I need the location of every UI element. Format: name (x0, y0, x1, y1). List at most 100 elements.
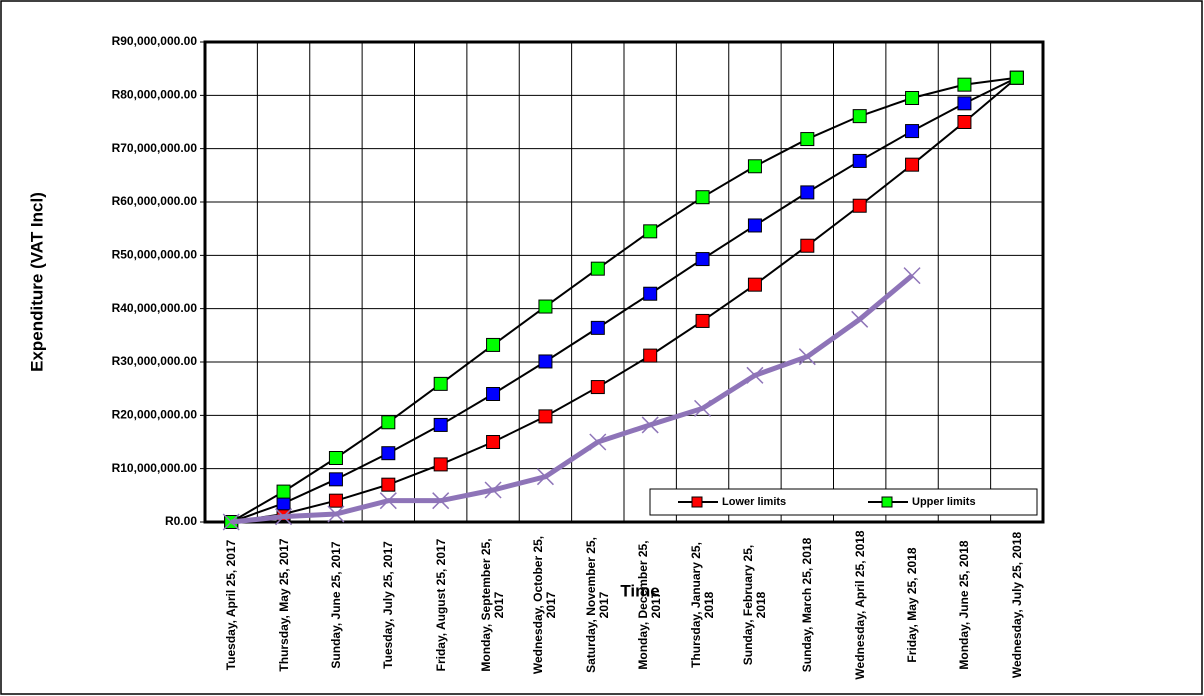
y-axis-title: Expenditure (VAT Incl) (27, 192, 46, 372)
series-line (230, 76, 1018, 523)
marker (381, 446, 396, 461)
marker (957, 96, 972, 111)
legend-swatch (881, 496, 893, 508)
x-tick-label: Tuesday, July 25, 2017 (380, 541, 395, 669)
marker (905, 91, 920, 105)
marker (695, 252, 710, 267)
marker (276, 484, 291, 499)
legend-label: Lower limits (722, 496, 786, 508)
marker (852, 198, 867, 213)
marker (379, 492, 397, 510)
y-tick-label: R50,000,000.00 (112, 248, 198, 262)
marker (641, 416, 659, 434)
marker (903, 267, 921, 285)
y-tick-label: R10,000,000.00 (112, 461, 198, 475)
marker (746, 366, 764, 384)
marker-x (222, 513, 240, 531)
marker-x (641, 416, 659, 434)
marker (538, 299, 553, 314)
marker (275, 508, 293, 526)
legend-swatch (691, 496, 703, 508)
series-line (230, 76, 1017, 523)
marker (905, 124, 920, 139)
marker (328, 493, 343, 508)
marker (747, 218, 762, 233)
marker-x (379, 492, 397, 510)
marker (852, 153, 867, 168)
x-tick-label: Wednesday, April 25, 2018 (852, 530, 867, 680)
plot-border (203, 40, 1045, 524)
marker (327, 505, 345, 523)
y-tick-label: R30,000,000.00 (112, 354, 198, 368)
marker (328, 472, 343, 487)
marker (486, 387, 501, 401)
marker-x (589, 433, 607, 451)
marker (957, 115, 972, 129)
marker (222, 513, 240, 531)
marker (590, 380, 605, 395)
x-tick-label: Friday, May 25, 2018 (904, 547, 919, 663)
marker (538, 409, 553, 424)
marker (276, 496, 291, 511)
x-tick-label: Monday, September 25, 2017 (479, 538, 507, 672)
series-line (231, 76, 1018, 523)
marker (433, 417, 448, 432)
y-tick-label: R60,000,000.00 (112, 194, 198, 208)
marker (590, 320, 605, 335)
marker (538, 354, 553, 369)
marker (747, 277, 762, 292)
x-tick-label: Saturday, November 25, 2017 (583, 537, 611, 673)
marker (852, 109, 867, 124)
marker (589, 433, 607, 451)
x-tick-label: Monday, June 25, 2018 (956, 540, 971, 670)
marker (432, 492, 450, 510)
marker-x (798, 348, 816, 366)
marker (643, 286, 658, 301)
marker (484, 481, 502, 499)
x-tick-label: Monday, December 25, 2017 (636, 540, 664, 670)
marker (381, 415, 396, 430)
marker (590, 261, 605, 276)
x-tick-label: Sunday, June 25, 2017 (328, 541, 343, 669)
y-tick-label: R0.00 (165, 514, 197, 528)
marker-x (851, 310, 869, 328)
marker (486, 435, 501, 449)
marker (957, 77, 972, 92)
legend-label: Upper limits (912, 496, 976, 508)
marker (747, 159, 762, 174)
marker (905, 157, 920, 172)
y-tick-label: R20,000,000.00 (112, 408, 198, 422)
marker-x (536, 468, 554, 486)
marker (433, 376, 448, 391)
marker (328, 451, 343, 465)
marker (536, 468, 554, 486)
x-tick-label: Wednesday, July 25, 2018 (1009, 531, 1024, 679)
marker (643, 224, 658, 239)
marker-x (327, 505, 345, 523)
x-tick-label: Thursday, January 25, 2018 (688, 542, 716, 668)
marker-x (275, 508, 293, 526)
marker (643, 348, 658, 363)
marker (433, 457, 448, 472)
marker (798, 348, 816, 366)
marker (851, 310, 869, 328)
marker-x (484, 481, 502, 499)
x-tick-label: Sunday, February 25, 2018 (740, 544, 768, 666)
y-tick-label: R70,000,000.00 (112, 141, 198, 155)
x-tick-label: Tuesday, April 25, 2017 (223, 539, 238, 671)
x-tick-label: Friday, August 25, 2017 (433, 538, 448, 672)
marker-x (694, 399, 712, 417)
marker (800, 132, 815, 147)
marker-x (432, 492, 450, 510)
marker (694, 399, 712, 417)
marker (381, 477, 396, 492)
y-tick-label: R90,000,000.00 (112, 34, 198, 48)
x-tick-label: Thursday, May 25, 2017 (276, 538, 291, 672)
marker-x (903, 267, 921, 285)
y-tick-label: R80,000,000.00 (112, 88, 198, 102)
series-line (230, 273, 914, 525)
x-axis-title: Time (620, 581, 659, 600)
